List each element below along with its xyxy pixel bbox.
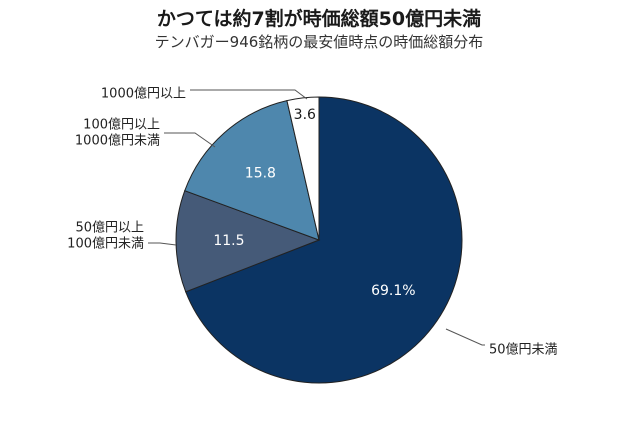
category-label: 100億円以上 bbox=[83, 117, 160, 133]
category-label: 1000億円未満 bbox=[75, 133, 160, 149]
chart-title: かつては約7割が時価総額50億円未満 bbox=[156, 8, 482, 30]
pie-slice bbox=[185, 96, 463, 384]
leader-line bbox=[445, 328, 485, 346]
chart-subtitle: テンバガー946銘柄の最安値時点の時価総額分布 bbox=[154, 33, 484, 51]
pie-slice bbox=[286, 96, 320, 241]
category-label: 50億円未満 bbox=[489, 342, 558, 358]
slice-value-label: 15.8 bbox=[245, 165, 276, 181]
category-label: 1000億円以上 bbox=[101, 86, 186, 102]
category-label: 50億円以上 bbox=[75, 220, 144, 236]
slice-value-label: 11.5 bbox=[213, 233, 244, 249]
slice-value-label: 69.1% bbox=[371, 283, 415, 299]
leader-line bbox=[148, 242, 177, 246]
pie-slice bbox=[184, 100, 320, 241]
leader-line bbox=[164, 132, 216, 148]
pie-slice bbox=[175, 190, 321, 293]
category-label: 100億円未満 bbox=[67, 236, 144, 252]
slice-value-label: 3.6 bbox=[294, 107, 316, 123]
leader-line bbox=[190, 89, 308, 100]
